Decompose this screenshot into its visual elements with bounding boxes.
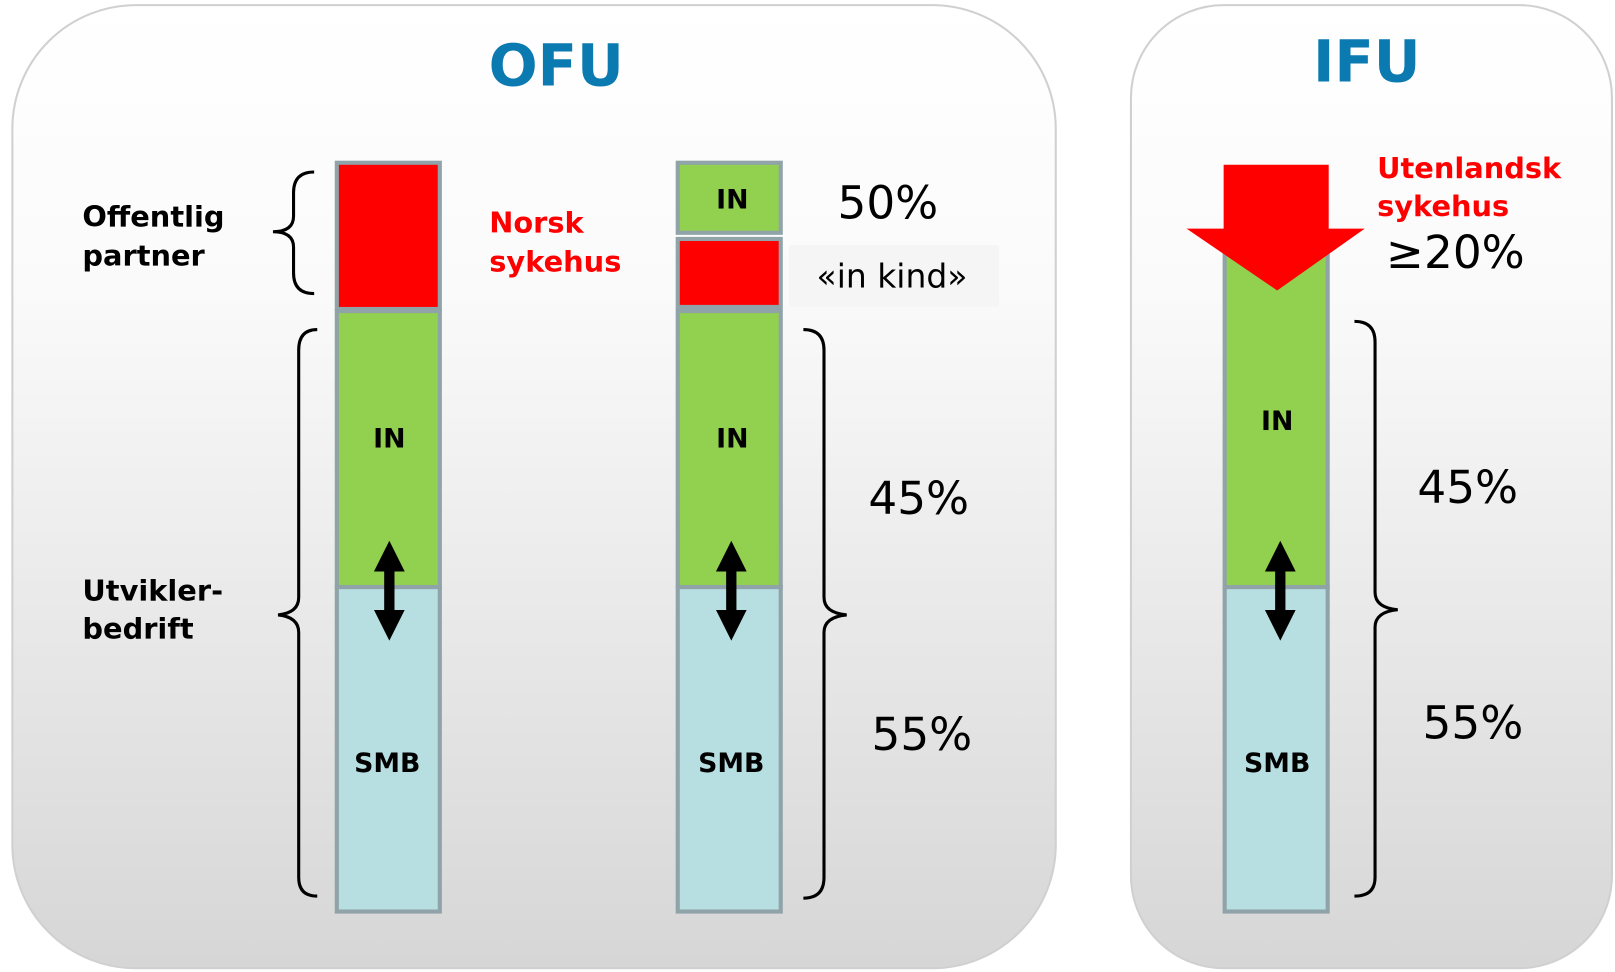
brace bbox=[277, 328, 318, 898]
percent: 45% bbox=[1417, 461, 1518, 514]
label: partner bbox=[82, 239, 205, 273]
percent: ≥20% bbox=[1386, 226, 1525, 279]
segment-label: IN bbox=[373, 423, 405, 454]
segment-label: SMB bbox=[698, 748, 764, 779]
red-arrow bbox=[1186, 164, 1365, 291]
segment bbox=[334, 160, 442, 312]
percent: 55% bbox=[1423, 697, 1524, 750]
percent: 50% bbox=[838, 177, 939, 230]
segment-label: IN bbox=[716, 184, 748, 215]
label: Utenlandsk bbox=[1377, 151, 1562, 185]
label: sykehus bbox=[489, 245, 621, 279]
label: bedrift bbox=[82, 611, 193, 645]
in-kind-box bbox=[788, 245, 1000, 307]
segment-label: SMB bbox=[1244, 748, 1310, 779]
label: Norsk bbox=[489, 206, 584, 240]
ofu-title: OFU bbox=[489, 32, 624, 100]
brace bbox=[1354, 319, 1398, 898]
label: sykehus bbox=[1377, 189, 1509, 223]
in-kind: «in kind» bbox=[817, 257, 968, 296]
segment-label: IN bbox=[716, 423, 748, 454]
ifu-title: IFU bbox=[1313, 28, 1421, 96]
segment-label: IN bbox=[1261, 406, 1293, 437]
segment-label: SMB bbox=[354, 748, 420, 779]
segment bbox=[675, 160, 783, 235]
segment bbox=[675, 585, 783, 914]
segment bbox=[675, 236, 783, 309]
label: Offentlig bbox=[82, 199, 224, 233]
percent: 45% bbox=[868, 472, 969, 525]
label: Utvikler- bbox=[82, 573, 223, 607]
ifu-panel bbox=[1129, 4, 1613, 970]
brace bbox=[803, 328, 847, 900]
brace bbox=[272, 170, 315, 296]
segment bbox=[334, 585, 442, 914]
percent: 55% bbox=[871, 708, 972, 761]
